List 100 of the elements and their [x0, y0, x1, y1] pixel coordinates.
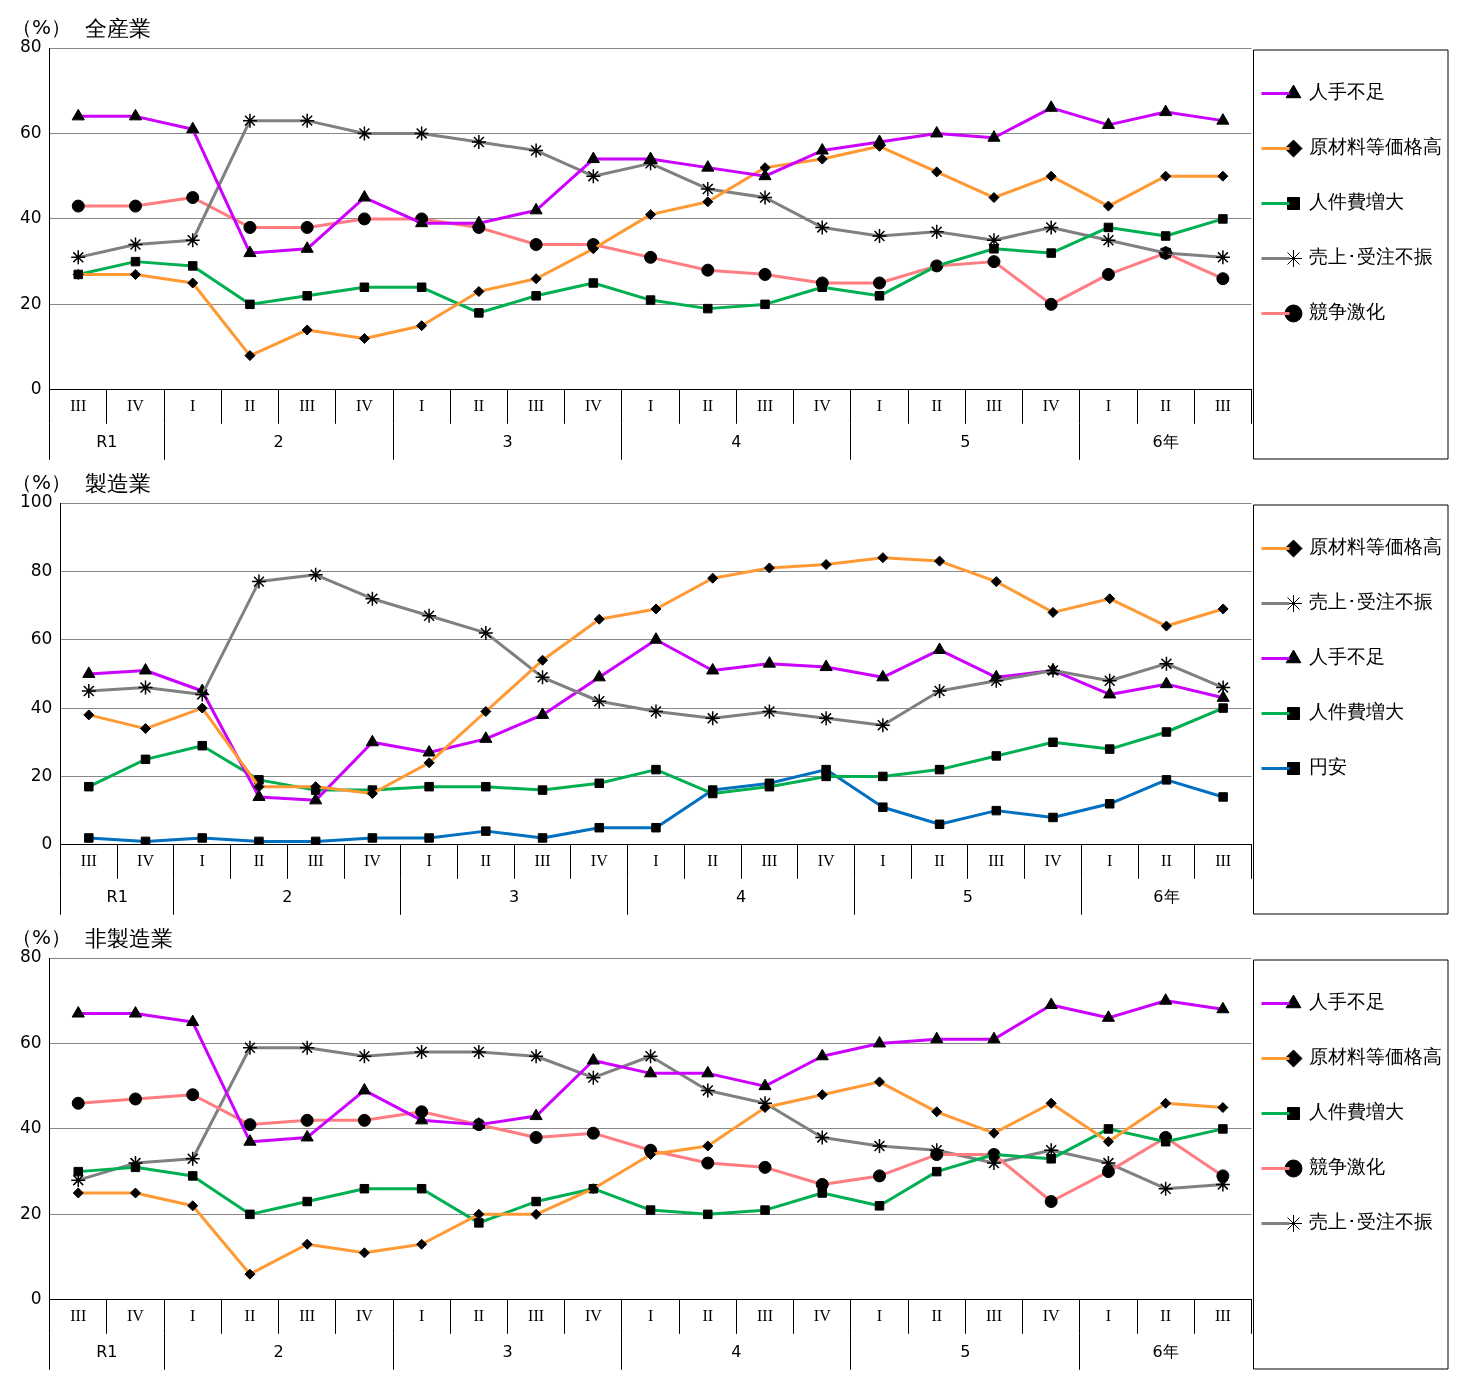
legend-label: 人件費増大 [1309, 700, 1404, 723]
legend-label: 人手不足 [1309, 80, 1385, 103]
x-tick-label: III [985, 1307, 1002, 1324]
legend-label: 人手不足 [1309, 990, 1385, 1013]
text: 2 [273, 1341, 284, 1361]
y-axis-title: （%） [12, 15, 72, 39]
x-tick-label: II [480, 852, 492, 869]
text: 5 [960, 431, 971, 451]
legend-label: 競争激化 [1309, 300, 1385, 323]
x-tick-label: III [70, 397, 87, 414]
x-tick-label: III [528, 397, 545, 414]
y-axis-title: （%） [12, 470, 72, 494]
x-tick-label: IV [817, 852, 836, 869]
y-tick-label: 60 [19, 121, 42, 142]
x-tick-label: I [1105, 1307, 1112, 1324]
x-tick-label: IV [584, 397, 603, 414]
x-tick-label: I [418, 1307, 425, 1324]
text: 5 [962, 886, 974, 906]
legend-label: 原材料等価格高 [1309, 135, 1442, 158]
x-tick-label: IV [1042, 1307, 1061, 1324]
y-tick-label: 20 [19, 1202, 42, 1223]
y-tick-label: 80 [30, 559, 53, 580]
y-tick-label: 0 [30, 378, 42, 399]
y-tick-label: 20 [30, 764, 53, 785]
x-tick-label: IV [584, 1307, 603, 1324]
x-tick-label: II [253, 852, 265, 869]
text: 4 [735, 886, 747, 906]
y-tick-label: 40 [19, 207, 42, 228]
x-tick-label: III [299, 397, 316, 414]
x-tick-label: II [1160, 1307, 1171, 1324]
text: 6年 [1152, 1341, 1179, 1361]
x-tick-label: II [1160, 397, 1171, 414]
x-tick-label: II [473, 397, 485, 414]
text: 5 [960, 1341, 971, 1361]
x-tick-label: I [653, 852, 659, 869]
y-tick-label: 40 [19, 1117, 42, 1138]
x-tick-label: IV [1044, 852, 1062, 869]
x-tick-label: IV [355, 397, 374, 414]
x-tick-label: III [988, 852, 1005, 869]
x-tick-label: I [647, 397, 654, 414]
x-tick-label: I [1105, 397, 1112, 414]
text: 2 [273, 431, 284, 451]
y-axis-title: （%） [12, 925, 72, 949]
x-tick-label: IV [1042, 397, 1061, 414]
text: 3 [509, 886, 520, 906]
text: R1 [106, 886, 128, 906]
x-tick-label: III [757, 397, 774, 414]
x-tick-label: I [880, 852, 886, 869]
legend-label: 人手不足 [1309, 645, 1385, 668]
x-tick-label: II [934, 852, 945, 869]
x-tick-label: I [418, 397, 425, 414]
x-tick-label: IV [813, 1307, 832, 1324]
legend-label: 売上･受注不振 [1309, 245, 1433, 268]
x-tick-label: II [702, 1307, 714, 1324]
x-tick-label: III [761, 852, 778, 869]
y-tick-label: 20 [19, 292, 42, 313]
legend-label: 人件費増大 [1309, 190, 1404, 213]
x-tick-label: I [190, 397, 196, 414]
legend-label: 人件費増大 [1309, 1100, 1404, 1123]
x-tick-label: II [702, 397, 714, 414]
y-tick-label: 0 [41, 833, 53, 854]
x-tick-label: III [70, 1307, 87, 1324]
text: 6年 [1153, 886, 1180, 906]
x-tick-label: III [528, 1307, 545, 1324]
x-tick-label: III [985, 397, 1002, 414]
legend-label: 原材料等価格高 [1309, 535, 1442, 558]
text: R1 [96, 1341, 118, 1361]
x-tick-label: III [1214, 1307, 1231, 1324]
x-tick-label: III [1214, 397, 1231, 414]
text: 4 [731, 431, 742, 451]
text: 6年 [1152, 431, 1179, 451]
legend-label: 競争激化 [1309, 1155, 1385, 1178]
x-tick-label: III [80, 852, 97, 869]
legend-label: 原材料等価格高 [1309, 1045, 1442, 1068]
x-tick-label: IV [813, 397, 832, 414]
y-tick-label: 40 [30, 696, 53, 717]
chart-title: 非製造業 [85, 926, 173, 951]
x-tick-label: I [876, 397, 883, 414]
x-tick-label: II [931, 1307, 943, 1324]
x-tick-label: IV [363, 852, 382, 869]
y-tick-label: 0 [30, 1288, 42, 1309]
y-tick-label: 60 [30, 628, 53, 649]
x-tick-label: I [1107, 852, 1113, 869]
x-tick-label: I [426, 852, 432, 869]
x-tick-label: IV [127, 1307, 145, 1324]
x-tick-label: II [931, 397, 943, 414]
x-tick-label: III [1215, 852, 1232, 869]
x-tick-label: I [190, 1307, 196, 1324]
x-tick-label: III [307, 852, 324, 869]
legend-label: 売上･受注不振 [1309, 1210, 1433, 1233]
x-tick-label: IV [590, 852, 609, 869]
text: 4 [731, 1341, 742, 1361]
x-tick-label: III [757, 1307, 774, 1324]
x-tick-label: III [299, 1307, 316, 1324]
chart-title: 製造業 [85, 471, 151, 496]
x-tick-label: II [707, 852, 719, 869]
legend-label: 売上･受注不振 [1309, 590, 1433, 613]
chart-title: 全産業 [85, 16, 151, 41]
text: 3 [502, 431, 513, 451]
x-tick-label: I [647, 1307, 654, 1324]
